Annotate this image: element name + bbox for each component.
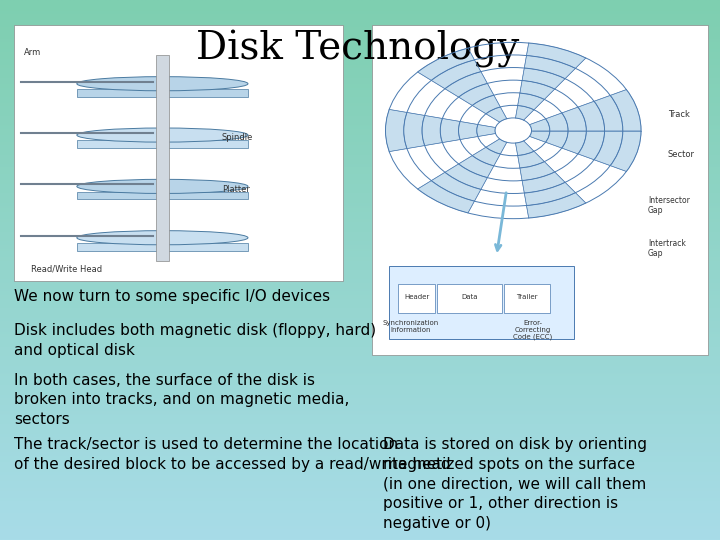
Polygon shape xyxy=(472,147,500,166)
Polygon shape xyxy=(431,172,481,201)
Polygon shape xyxy=(522,172,565,193)
Polygon shape xyxy=(431,60,481,89)
Text: Disk includes both magnetic disk (floppy, hard)
and optical disk: Disk includes both magnetic disk (floppy… xyxy=(14,323,377,358)
Text: Data is stored on disk by orienting
magnetized spots on the surface
(in one dire: Data is stored on disk by orienting magn… xyxy=(383,437,647,531)
Polygon shape xyxy=(518,93,544,110)
FancyBboxPatch shape xyxy=(503,284,550,313)
Polygon shape xyxy=(562,107,586,131)
Polygon shape xyxy=(578,101,605,131)
Polygon shape xyxy=(546,131,568,148)
Polygon shape xyxy=(486,107,507,122)
Text: In both cases, the surface of the disk is
broken into tracks, and on magnetic me: In both cases, the surface of the disk i… xyxy=(14,373,350,427)
FancyBboxPatch shape xyxy=(398,284,435,313)
FancyBboxPatch shape xyxy=(77,192,248,199)
Polygon shape xyxy=(445,164,487,190)
FancyBboxPatch shape xyxy=(77,89,248,97)
Polygon shape xyxy=(594,131,623,166)
Text: Read/Write Head: Read/Write Head xyxy=(31,264,102,273)
Polygon shape xyxy=(422,116,442,146)
FancyBboxPatch shape xyxy=(389,266,574,339)
Polygon shape xyxy=(524,56,575,79)
Polygon shape xyxy=(486,139,507,154)
FancyBboxPatch shape xyxy=(437,284,502,313)
Polygon shape xyxy=(578,131,605,160)
Polygon shape xyxy=(562,131,586,154)
Ellipse shape xyxy=(77,179,248,193)
FancyBboxPatch shape xyxy=(77,243,248,251)
Polygon shape xyxy=(546,113,568,131)
Polygon shape xyxy=(529,119,550,131)
Polygon shape xyxy=(522,68,565,89)
Text: Intersector
Gap: Intersector Gap xyxy=(648,196,690,215)
Text: Trailer: Trailer xyxy=(516,294,537,300)
Polygon shape xyxy=(529,131,550,142)
Text: Spindle: Spindle xyxy=(222,133,253,142)
Text: We now turn to some specific I/O devices: We now turn to some specific I/O devices xyxy=(14,289,330,304)
Polygon shape xyxy=(404,112,425,148)
Polygon shape xyxy=(459,122,478,139)
Polygon shape xyxy=(526,43,586,69)
Polygon shape xyxy=(459,83,494,105)
Polygon shape xyxy=(611,131,641,172)
Polygon shape xyxy=(611,90,641,131)
Text: Disk Technology: Disk Technology xyxy=(196,30,519,68)
Text: Synchronization
Information: Synchronization Information xyxy=(383,320,439,333)
FancyBboxPatch shape xyxy=(156,56,169,261)
Polygon shape xyxy=(477,125,495,137)
Polygon shape xyxy=(418,48,474,80)
Polygon shape xyxy=(385,110,407,152)
Text: Error-
Correcting
Code (ECC): Error- Correcting Code (ECC) xyxy=(513,320,553,340)
Text: Arm: Arm xyxy=(24,49,42,57)
Text: Platter: Platter xyxy=(222,185,250,193)
FancyBboxPatch shape xyxy=(77,140,248,148)
Polygon shape xyxy=(418,180,474,213)
Text: The track/sector is used to determine the location
of the desired block to be ac: The track/sector is used to determine th… xyxy=(14,437,451,471)
Text: Data: Data xyxy=(461,294,477,300)
Text: Sector: Sector xyxy=(668,150,695,159)
Text: Header: Header xyxy=(404,294,429,300)
FancyBboxPatch shape xyxy=(14,25,343,281)
Polygon shape xyxy=(516,105,534,120)
FancyBboxPatch shape xyxy=(372,25,708,355)
Polygon shape xyxy=(472,95,500,114)
Polygon shape xyxy=(440,118,460,143)
Polygon shape xyxy=(524,183,575,206)
Polygon shape xyxy=(520,80,554,99)
Polygon shape xyxy=(518,151,544,168)
Polygon shape xyxy=(459,156,494,178)
Ellipse shape xyxy=(77,77,248,91)
Text: Track: Track xyxy=(668,110,690,119)
Polygon shape xyxy=(445,72,487,97)
Polygon shape xyxy=(520,161,554,180)
Polygon shape xyxy=(594,96,623,131)
Ellipse shape xyxy=(77,231,248,245)
Polygon shape xyxy=(516,141,534,156)
Ellipse shape xyxy=(77,128,248,142)
Polygon shape xyxy=(526,193,586,218)
Text: Intertrack
Gap: Intertrack Gap xyxy=(648,239,685,258)
